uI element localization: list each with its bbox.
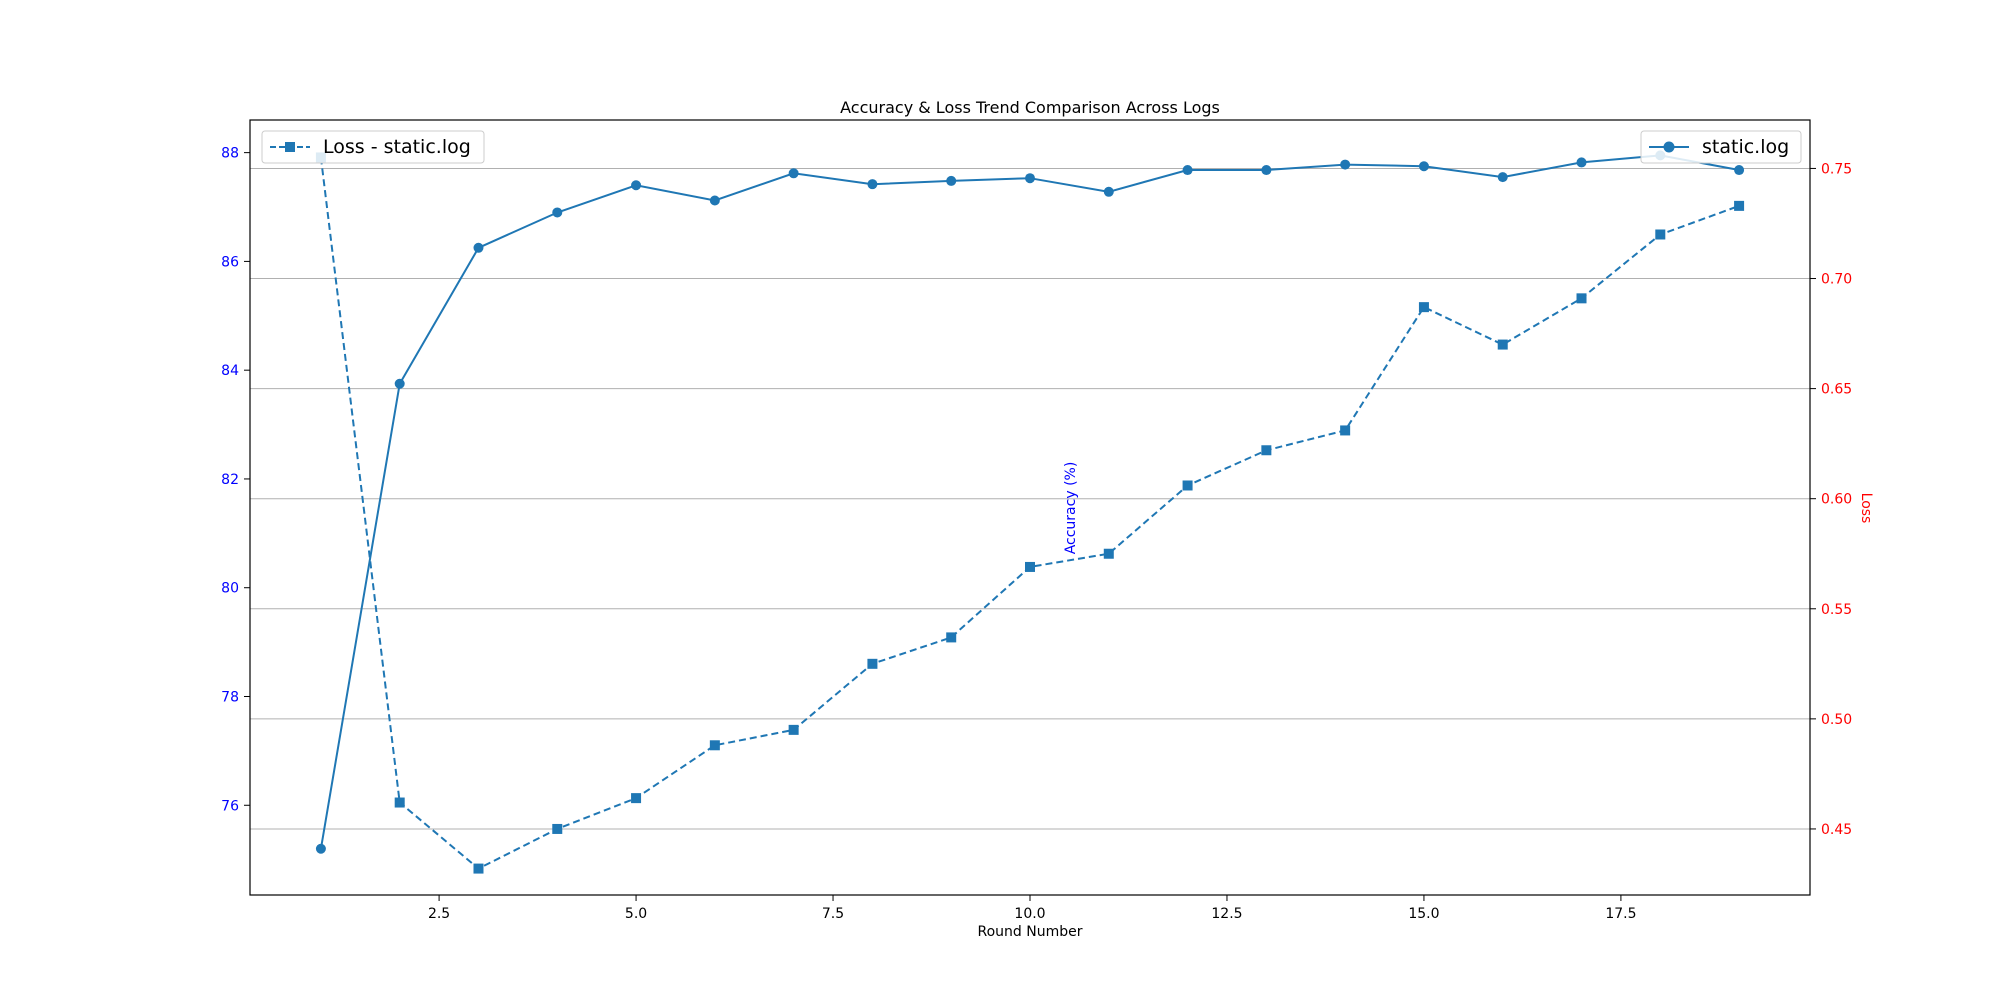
loss-series-point-9 [1025, 561, 1035, 572]
x-tick-label-5: 15.0 [1408, 906, 1439, 922]
legend-accuracy: static.log [1640, 130, 1802, 164]
accuracy-series-point-7 [867, 179, 878, 190]
loss-series-point-7 [867, 658, 878, 669]
y-right-tick-label-4: 0.65 [1821, 382, 1852, 398]
accuracy-series-point-3 [552, 207, 563, 218]
loss-series-point-10 [1103, 548, 1114, 559]
loss-series-point-11 [1182, 480, 1193, 491]
loss-series-point-17 [1655, 229, 1666, 240]
x-tick-label-2: 7.5 [822, 906, 844, 922]
loss-series-point-2 [473, 863, 484, 874]
y-left-tick-label-3: 82 [221, 472, 239, 488]
loss-series-point-5 [709, 740, 720, 751]
y-left-tick-label-4: 84 [221, 363, 239, 379]
x-tick-label-6: 17.5 [1605, 906, 1636, 922]
loss-series-point-18 [1734, 200, 1745, 211]
accuracy-series-point-2 [473, 242, 484, 253]
accuracy-series-point-10 [1103, 186, 1114, 197]
accuracy-series-point-8 [946, 175, 957, 186]
y-right-tick-label-1: 0.50 [1821, 712, 1852, 728]
legend-accuracy-marker [1663, 141, 1675, 153]
loss-series-point-16 [1576, 293, 1587, 304]
y-right-tick-label-0: 0.45 [1821, 822, 1852, 838]
loss-series-point-13 [1340, 425, 1351, 436]
loss-series-point-6 [788, 724, 799, 735]
y-right-tick-label-5: 0.70 [1821, 272, 1852, 288]
y-right-tick-label-2: 0.55 [1821, 602, 1852, 618]
y-left-tick-label-5: 86 [221, 254, 239, 270]
y-left-tick-label-0: 76 [221, 798, 239, 814]
legend-loss-label: Loss - static.log [323, 136, 471, 158]
accuracy-series-point-9 [1025, 173, 1035, 184]
accuracy-series-point-18 [1734, 165, 1745, 176]
y-axis-right-label: Loss [1858, 493, 1874, 524]
legend-loss-marker [285, 142, 295, 152]
legend-loss-box [261, 130, 485, 164]
series-layer [315, 150, 1745, 874]
loss-series-point-4 [631, 793, 642, 804]
x-tick-label-3: 10.0 [1014, 906, 1045, 922]
accuracy-series-point-1 [394, 378, 405, 389]
axes-layer: 0.45 0.50 0.55 0.60 0.65 0.70 0.75 76 78 80 82 84 86… [221, 146, 1852, 922]
chart-title: Accuracy & Loss Trend Comparison Across … [840, 98, 1220, 117]
accuracy-series-point-15 [1497, 172, 1508, 183]
loss-series-point-14 [1418, 302, 1429, 313]
y-axis-left-label: Accuracy (%) [1063, 462, 1079, 555]
loss-series-point-15 [1497, 339, 1508, 350]
y-left-tick-label-2: 80 [221, 581, 239, 597]
accuracy-series-point-4 [631, 180, 642, 191]
accuracy-series-point-5 [709, 195, 720, 206]
y-left-tick-label-6: 88 [221, 146, 239, 162]
accuracy-series-point-11 [1182, 165, 1193, 176]
loss-series-point-3 [552, 823, 563, 834]
accuracy-series-point-13 [1340, 159, 1351, 170]
x-tick-label-1: 5.0 [625, 906, 647, 922]
x-tick-label-0: 2.5 [428, 906, 450, 922]
x-tick-label-4: 12.5 [1211, 906, 1242, 922]
accuracy-series-point-12 [1261, 165, 1272, 176]
accuracy-series-point-6 [788, 168, 799, 179]
legend-loss: Loss - static.log [261, 130, 485, 164]
loss-series-point-8 [946, 632, 957, 643]
y-right-tick-label-6: 0.75 [1821, 161, 1852, 177]
legend-accuracy-label: static.log [1702, 136, 1789, 158]
accuracy-series-point-16 [1576, 157, 1587, 168]
x-axis-label: Round Number [978, 924, 1083, 940]
y-right-tick-label-3: 0.60 [1821, 492, 1852, 508]
loss-series-point-12 [1261, 445, 1272, 456]
loss-series-point-1 [394, 797, 405, 808]
y-left-tick-label-1: 78 [221, 689, 239, 705]
accuracy-series-point-0 [315, 843, 326, 854]
accuracy-series-point-14 [1418, 161, 1429, 172]
legend-accuracy-box [1640, 130, 1802, 164]
